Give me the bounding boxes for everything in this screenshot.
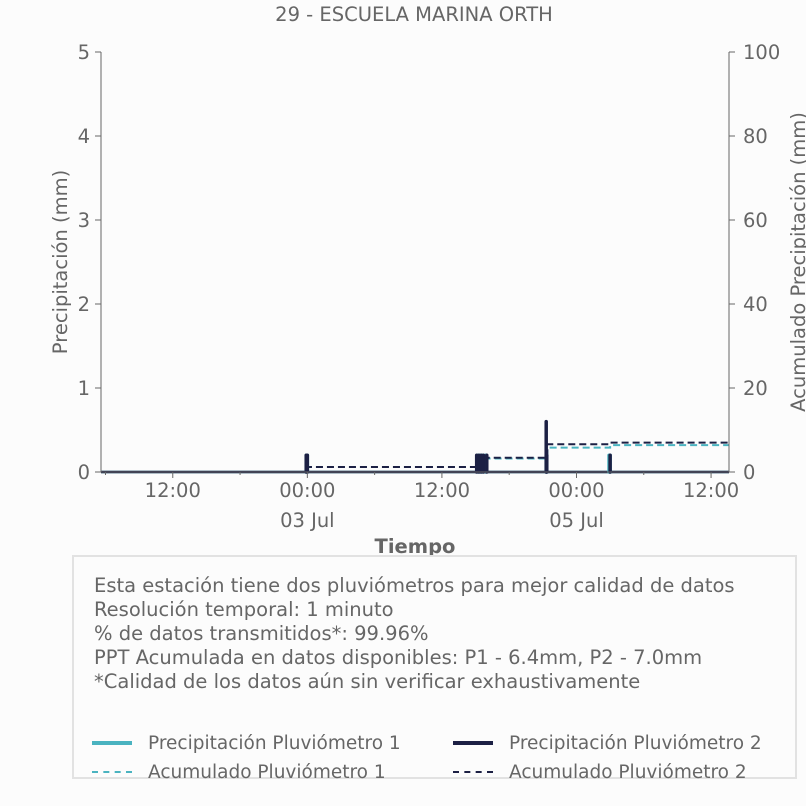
y-axis-label: Precipitación (mm): [49, 170, 72, 354]
y-tick-label: 2: [78, 293, 90, 316]
info-line-5: *Calidad de los datos aún sin verificar …: [94, 670, 641, 693]
y-tick-label: 0: [78, 461, 90, 484]
x-tick-label: 12:00: [145, 479, 201, 502]
legend-swatch-acc1: [92, 771, 132, 773]
y-tick-label: 3: [78, 209, 90, 232]
legend-swatch-acc2: [453, 771, 493, 773]
info-line-2: Resolución temporal: 1 minuto: [94, 598, 394, 621]
y2-tick-label: 80: [743, 125, 768, 148]
accumulated-line-1: [101, 444, 729, 473]
accumulated-line-2: [101, 441, 729, 473]
x-tick-label: 00:00: [548, 479, 604, 502]
legend-label-p2: Precipitación Pluviómetro 2: [509, 732, 762, 754]
chart: 29 - ESCUELA MARINA ORTH 0 1 2 3 4 5 0 20 40 60 8…: [49, 3, 806, 558]
legend-item-p1: Precipitación Pluviómetro 1: [92, 731, 401, 755]
legend-item-p2: Precipitación Pluviómetro 2: [453, 731, 762, 755]
info-line-1: Esta estación tiene dos pluviómetros par…: [94, 574, 735, 597]
legend-swatch-p2: [453, 741, 493, 745]
x-tick-label: 12:00: [414, 479, 470, 502]
y2-axis-label: Acumulado Precipitación (mm): [787, 112, 806, 412]
legend-item-acc1: Acumulado Pluviómetro 1: [92, 760, 386, 784]
legend-item-acc2: Acumulado Pluviómetro 2: [453, 760, 747, 784]
x-tick-label: 00:00: [279, 479, 335, 502]
y2-tick-label: 20: [743, 377, 768, 400]
y2-tick-label: 60: [743, 209, 768, 232]
legend-label-p1: Precipitación Pluviómetro 1: [148, 732, 401, 754]
x-axis-ticks: 12:00 00:00 03 Jul 12:00 00:00 05 Jul 12:00: [104, 472, 739, 532]
legend-swatch-p1: [92, 741, 132, 745]
info-line-3: % de datos transmitidos*: 99.96%: [94, 622, 429, 645]
y-tick-label: 5: [78, 41, 90, 64]
chart-title: 29 - ESCUELA MARINA ORTH: [275, 3, 553, 26]
x-tick-date-label: 03 Jul: [280, 509, 335, 532]
info-line-4: PPT Acumulada en datos disponibles: P1 -…: [94, 646, 703, 669]
y2-tick-label: 40: [743, 293, 768, 316]
y2-axis-ticks: 0 20 40 60 80 100: [729, 41, 780, 484]
y-tick-label: 1: [78, 377, 90, 400]
y-tick-label: 4: [78, 125, 90, 148]
y-axis-ticks: 0 1 2 3 4 5: [78, 41, 101, 484]
plot-area: [101, 419, 729, 474]
x-tick-date-label: 05 Jul: [549, 509, 604, 532]
y2-tick-label: 100: [743, 41, 780, 64]
y2-tick-label: 0: [743, 461, 755, 484]
x-tick-label: 12:00: [683, 479, 739, 502]
x-axis-label: Tiempo: [375, 535, 456, 558]
legend-label-acc2: Acumulado Pluviómetro 2: [509, 761, 747, 783]
legend-label-acc1: Acumulado Pluviómetro 1: [148, 761, 386, 783]
info-box: Esta estación tiene dos pluviómetros par…: [72, 555, 797, 783]
